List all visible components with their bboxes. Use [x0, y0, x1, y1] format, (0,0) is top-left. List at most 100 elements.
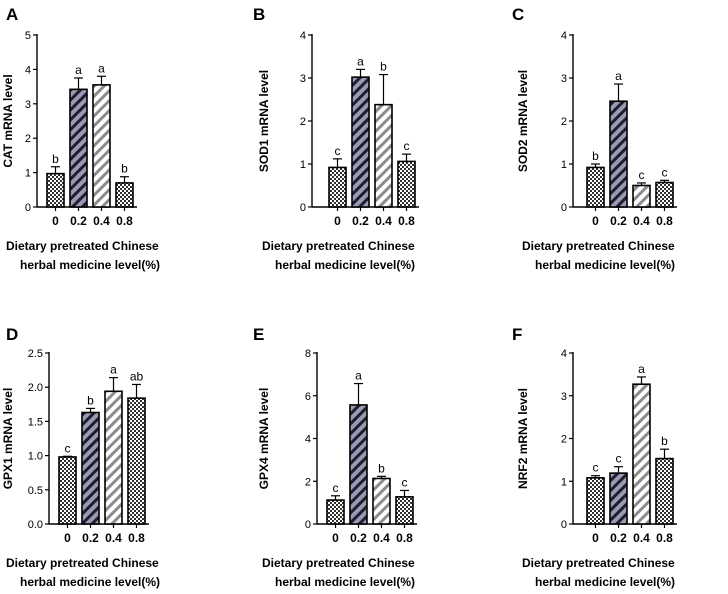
significance-letter: a [615, 69, 622, 83]
x-axis-title-line1: Dietary pretreated Chinese [6, 239, 159, 253]
significance-letter: c [662, 165, 668, 179]
y-tick-label: 2.0 [28, 382, 43, 394]
x-tick-label: 0.4 [633, 214, 650, 228]
panel-letter: F [512, 325, 522, 344]
significance-letter: a [110, 363, 117, 377]
panel-letter: A [6, 5, 18, 24]
panel-e: E 0 2 4 6 8 GPX4 mRNA level c 0 a 0.2 b 0.4 c 0.8 Dieta… [253, 325, 675, 589]
y-tick-label: 4 [305, 434, 311, 446]
significance-letter: c [616, 452, 622, 466]
significance-letter: c [404, 139, 410, 153]
x-axis-title-line1: Dietary pretreated Chinese [6, 556, 159, 570]
y-axis-title: SOD1 mRNA level [257, 70, 271, 172]
x-tick-label: 0.8 [116, 214, 133, 228]
x-tick-label: 0.2 [82, 531, 99, 545]
x-tick-label: 0.2 [610, 214, 627, 228]
significance-letter: c [65, 441, 71, 455]
panel-f: F 0 1 2 3 4 NRF2 mRNA level c 0 c 0.2 a 0.4 b 0.8 Dieta… [262, 325, 677, 589]
y-axis-title: GPX4 mRNA level [257, 388, 271, 490]
bar [349, 404, 368, 525]
significance-letter: a [98, 61, 105, 75]
y-tick-label: 3 [300, 73, 306, 85]
significance-letter: c [402, 475, 408, 489]
x-tick-label: 0.8 [656, 531, 673, 545]
y-tick-label: 0 [305, 519, 311, 531]
panel-c: C 0 1 2 3 4 SOD2 mRNA level b 0 a 0.2 c 0.4 c 0.8 Dieta… [262, 5, 677, 272]
bar [328, 166, 347, 208]
x-tick-label: 0.8 [396, 531, 413, 545]
x-axis-title-line2: herbal medicine level(%) [275, 258, 415, 272]
x-tick-label: 0 [332, 531, 339, 545]
bar [104, 390, 123, 525]
x-axis-title-line1: Dietary pretreated Chinese [262, 239, 415, 253]
x-axis-title-line1: Dietary pretreated Chinese [262, 556, 415, 570]
x-tick-label: 0.2 [352, 214, 369, 228]
x-tick-label: 0.4 [633, 531, 650, 545]
significance-letter: b [661, 434, 668, 448]
y-tick-label: 3 [561, 73, 567, 85]
y-tick-label: 1.0 [28, 451, 43, 463]
x-tick-label: 0.2 [610, 531, 627, 545]
y-tick-label: 0.0 [28, 519, 43, 531]
significance-letter: c [333, 481, 339, 495]
y-axis-title: SOD2 mRNA level [516, 70, 530, 172]
x-tick-label: 0.8 [128, 531, 145, 545]
significance-letter: a [638, 362, 645, 376]
y-tick-label: 4 [561, 30, 567, 42]
bar [58, 456, 77, 525]
bar [81, 411, 100, 525]
bar [655, 181, 674, 208]
x-axis-title-line2: herbal medicine level(%) [20, 258, 160, 272]
significance-letter: c [335, 144, 341, 158]
y-tick-label: 1 [561, 159, 567, 171]
panel-letter: D [6, 325, 18, 344]
x-tick-label: 0 [64, 531, 71, 545]
bar [372, 477, 391, 525]
x-tick-label: 0 [334, 214, 341, 228]
panel-letter: B [253, 5, 265, 24]
y-axis-title: NRF2 mRNA level [516, 388, 530, 489]
y-tick-label: 2 [305, 476, 311, 488]
bar [374, 103, 393, 208]
x-tick-label: 0.4 [105, 531, 122, 545]
y-tick-label: 4 [561, 348, 567, 360]
y-tick-label: 5 [25, 30, 31, 42]
x-axis-title-line2: herbal medicine level(%) [535, 258, 675, 272]
bar [127, 397, 146, 525]
panel-letter: E [253, 325, 264, 344]
x-tick-label: 0 [592, 214, 599, 228]
bar [655, 457, 674, 525]
bar [92, 84, 111, 208]
y-axis-title: GPX1 mRNA level [1, 388, 15, 490]
y-tick-label: 0 [25, 202, 31, 214]
x-tick-label: 0.2 [70, 214, 87, 228]
significance-letter: b [378, 461, 385, 475]
x-tick-label: 0.8 [398, 214, 415, 228]
y-tick-label: 2.5 [28, 348, 43, 360]
y-tick-label: 2 [25, 133, 31, 145]
bar [609, 472, 628, 525]
y-tick-label: 1 [25, 168, 31, 180]
bar [69, 88, 88, 208]
significance-letter: a [357, 54, 364, 68]
x-tick-label: 0.4 [373, 531, 390, 545]
panel-letter: C [512, 5, 524, 24]
y-tick-label: 0.5 [28, 485, 43, 497]
x-tick-label: 0.8 [656, 214, 673, 228]
x-tick-label: 0.4 [375, 214, 392, 228]
bar [632, 383, 651, 525]
panel-d: D 0.0 0.5 1.0 1.5 2.0 2.5 GPX1 mRNA level c 0 b 0.2… [1, 325, 160, 589]
bar [351, 76, 370, 208]
panel-a: A 0 1 2 3 4 5 CAT mRNA level b 0 a 0.2 a 0.4 b 0.8 Dieta… [1, 5, 160, 272]
bar [115, 182, 134, 208]
significance-letter: b [52, 152, 59, 166]
significance-letter: a [75, 63, 82, 77]
y-tick-label: 1.5 [28, 416, 43, 428]
bar [609, 100, 628, 208]
y-tick-label: 6 [305, 391, 311, 403]
y-tick-label: 0 [561, 519, 567, 531]
panel-b: B 0 1 2 3 4 SOD1 mRNA level c 0 a 0.2 b 0.4 c 0.8 Dieta… [253, 5, 675, 272]
x-axis-title-line2: herbal medicine level(%) [20, 575, 160, 589]
bar [397, 160, 416, 208]
